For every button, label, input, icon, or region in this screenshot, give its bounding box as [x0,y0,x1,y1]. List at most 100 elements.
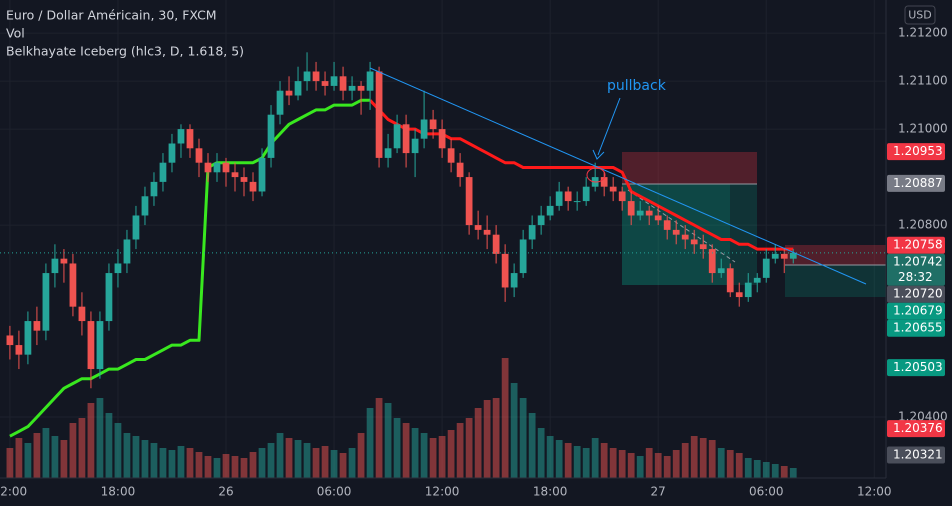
volume-bar [447,430,455,478]
price-label-bg [887,174,945,192]
volume-bar [33,433,41,478]
y-tick-label: 1.21100 [898,74,948,88]
volume-bar [375,398,383,478]
price-label: 1.20503 [893,360,943,374]
path-line [627,189,736,263]
candle-body [195,148,203,163]
candle-body [645,210,653,216]
volume-bar [6,448,14,478]
volume-bar [708,440,716,478]
volume-bar [618,450,626,478]
candle-body [249,181,257,192]
candle-body [501,253,509,288]
volume-bar [258,448,266,478]
volume-bar [753,460,761,478]
candle-body [447,148,455,163]
volume-bar [501,358,509,478]
volume-bar [285,438,293,478]
volume-bar [168,450,176,478]
price-countdown: 28:32 [898,270,933,284]
candle-body [555,191,563,206]
price-label-bg [887,420,945,438]
candle-body [267,114,275,158]
x-tick-label: 18:00 [533,485,568,499]
candle-body [546,205,554,216]
candle-body [159,162,167,182]
volume-bar [249,452,257,478]
candle-body [303,71,311,82]
candle-body [393,124,401,149]
candle-body [402,124,410,154]
price-label: 1.20758 [893,238,943,252]
y-tick-label: 1.20400 [898,410,948,424]
price-label: 1.20720 [893,287,943,301]
candle-body [132,215,140,240]
volume-bar [159,448,167,478]
stop-zone [622,152,757,184]
candle-body [672,229,680,235]
candle-body [744,282,752,298]
price-label: 1.20953 [893,144,943,158]
volume-bar [663,456,671,478]
candle-body [429,119,437,130]
volume-bar [204,456,212,478]
candles [6,52,797,389]
candle-body [321,81,329,86]
volume-bar [681,443,689,478]
candle-body [483,229,491,235]
candle-body [348,85,356,91]
price-label: 1.20321 [893,447,943,461]
candle-body [708,249,716,274]
volume-bar [591,438,599,478]
candle-body [186,129,194,149]
volume-bar [87,403,95,478]
x-tick-label: 12:00 [857,485,892,499]
volume-bar [132,436,140,478]
volume-bar [699,438,707,478]
candle-body [231,172,239,178]
candle-body [537,215,545,226]
candle-body [366,71,374,91]
candle-body [51,258,59,274]
indicator-line [9,98,371,438]
volume-bar [150,443,158,478]
volume-bar [744,458,752,478]
candle-body [15,345,23,355]
price-label-bg [887,253,945,286]
volume-bar [186,448,194,478]
candle-body [411,138,419,154]
volume-bar [105,413,113,478]
candle-body [78,306,86,322]
candle-body [60,258,68,264]
volume-bar [654,453,662,478]
candle-body [168,143,176,163]
volume-bar [780,466,788,478]
x-tick-label: 12:00 [425,485,460,499]
price-label: 1.20679 [893,304,943,318]
x-tick-label: 06:00 [749,485,784,499]
candle-body [285,90,293,96]
candle-body [654,215,662,221]
volume-bar [627,453,635,478]
trend-line [369,67,867,285]
price-label-bg [887,285,945,303]
x-tick-label: 26 [218,485,233,499]
price-label-bg [887,302,945,320]
candle-body [96,321,104,370]
candle-body [24,321,32,355]
volume-bar [195,452,203,478]
candle-body [42,273,50,331]
volume-bar [312,448,320,478]
volume-bar [762,462,770,478]
price-label-bg [887,236,945,254]
candle-body [690,239,698,245]
candle-body [735,292,743,298]
volume-bar [573,446,581,478]
candle-body [339,76,347,91]
volume-bar [492,398,500,478]
volume-bar [294,440,302,478]
target-zone [622,184,757,285]
target-zone [785,265,886,297]
axes: 1.21200 1.21100 1.21000 1.20800 1.20400 12:00… [0,26,948,499]
